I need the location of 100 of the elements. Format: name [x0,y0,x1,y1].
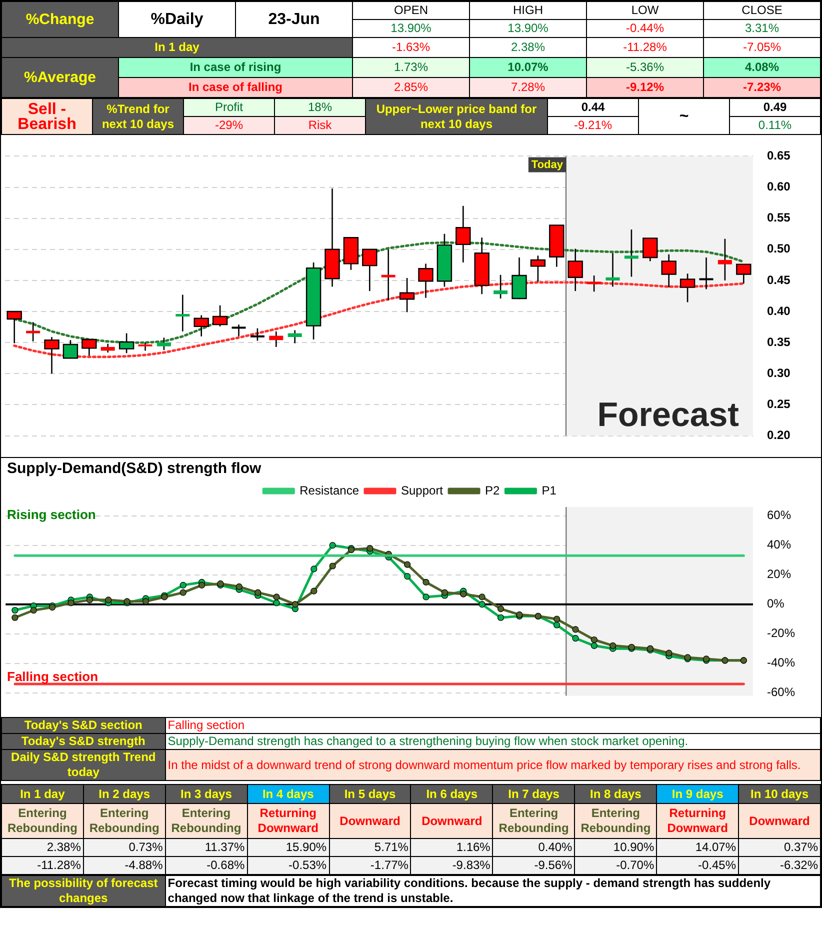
text: Daily S&D strength Trend today [2,750,166,780]
candlestick [288,330,302,344]
text: 18% [274,98,366,116]
candlestick [26,321,40,342]
y-tick-label: 0.65 [767,148,791,163]
text: 10.90% [574,838,657,856]
text: -0.53% [247,856,330,874]
point [198,582,206,588]
point [12,606,18,614]
annotation: Forecast [597,396,739,434]
candlestick [624,228,638,278]
y-tick-label: 0.35 [767,334,791,349]
text: Downward [329,804,411,838]
text: Entering Rebounding [165,804,248,838]
point [12,614,18,621]
text: Entering Rebounding [83,804,166,838]
text: 2.38% [2,838,84,856]
point [404,573,411,580]
text: 0.44 [548,98,638,116]
point [310,588,318,594]
text: 23-Jun [236,2,352,38]
point [478,601,486,608]
text: 13.90% [470,20,586,38]
text: -7.23% [704,78,820,98]
text: 1.16% [410,838,493,856]
point [292,601,299,608]
text: In 10 days [738,784,820,804]
text: -0.70% [574,856,657,874]
text: %Daily [118,2,236,38]
point [572,634,579,642]
text: The possibility of forecast changes [2,876,166,906]
text: ~ [638,98,730,134]
text: -9.21% [548,116,638,134]
text: -0.44% [586,20,704,38]
text: -1.77% [329,856,411,874]
candlestick [232,324,246,338]
text: Entering Rebounding [574,804,657,838]
y-tick-label: 0.60 [767,180,791,194]
text: 3.31% [704,20,820,38]
point [554,616,560,622]
y-tick-label: 0% [767,596,785,611]
text: 5.71% [329,838,411,856]
point [236,583,242,590]
text: Downward [738,804,820,838]
text: -6.32% [738,856,820,874]
y-tick-label: 40% [767,538,792,552]
y-tick-label: 20% [767,567,792,582]
text: -11.28% [586,38,704,58]
candlestick [269,330,284,348]
candlestick [176,294,190,332]
text: In case of rising [118,58,352,78]
text: -4.88% [83,856,166,874]
text: -5.36% [586,58,704,78]
text: 7.28% [470,78,586,98]
text: HIGH [470,2,586,20]
legend-label: Resistance [300,483,360,498]
point [180,582,186,588]
y-tick-label: -20% [767,626,796,640]
point [142,598,150,605]
point [273,600,280,606]
legend-label: P1 [542,483,557,498]
text: -7.05% [704,38,820,58]
text: Entering Rebounding [2,804,84,838]
text: -11.28% [2,856,84,874]
y-tick-label: 0.25 [767,397,791,412]
point [590,642,598,649]
text: -1.63% [352,38,470,58]
point [86,596,93,604]
text: In case of falling [118,78,352,98]
text: Entering Rebounding [492,804,575,838]
text: In 5 days [329,784,411,804]
point [590,636,598,644]
candlestick [250,328,264,342]
point [497,614,504,621]
text: 0.73% [83,838,166,856]
annotation: Rising section [7,507,96,522]
point [180,589,186,596]
text: Forecast timing would be high variability conditions. because the supply - demand strength has suddenly changed now that linkage of the trend is unstable. [165,876,820,906]
text: Today's S&D strength [2,734,166,750]
text: Sell - Bearish [2,98,92,134]
point [310,566,318,572]
text: In 7 days [492,784,575,804]
text: 10.07% [470,58,586,78]
y-tick-label: 0.55 [767,210,791,225]
y-tick-label: 0.30 [767,366,791,380]
candlestick [156,336,171,351]
legend-label: P2 [485,483,500,498]
text: -9.56% [492,856,575,874]
point [478,594,486,600]
y-tick-label: 60% [767,508,792,522]
point [105,596,112,604]
text: Profit [184,98,274,116]
point [441,589,448,596]
text: 4.08% [704,58,820,78]
text: In the midst of a downward trend of strong downward momentum price flow marked by temporary rises and strong falls. [165,750,820,780]
point [68,600,74,606]
text: 13.90% [352,20,470,38]
text: %Trend for next 10 days [92,98,184,134]
text: Returning Downward [247,804,330,838]
point [422,578,430,586]
